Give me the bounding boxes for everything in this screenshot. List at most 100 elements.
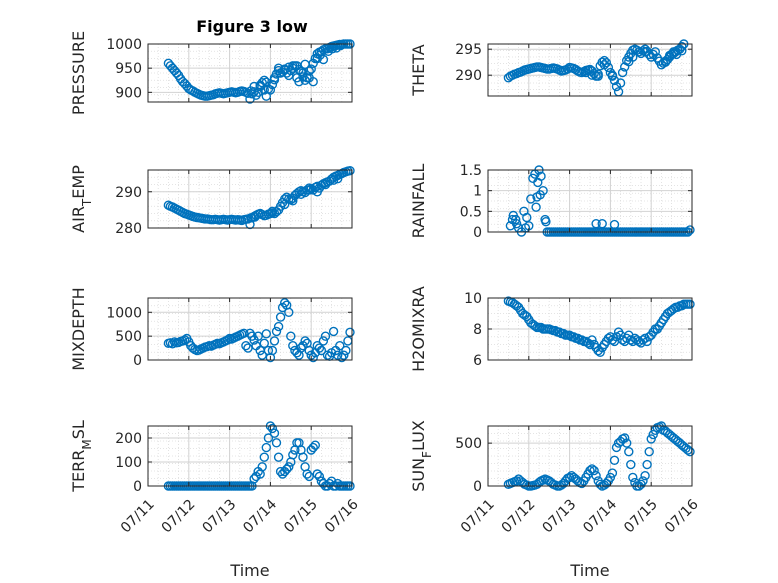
data-point — [273, 452, 284, 462]
data-point — [685, 299, 695, 309]
data-point — [300, 59, 310, 70]
data-point — [587, 335, 597, 345]
y-axis-label: MIXDEPTH — [69, 287, 88, 370]
figure-title: Figure 3 low — [196, 17, 308, 36]
y-axis-label: SUNFLUX — [409, 420, 434, 492]
data-point — [288, 341, 298, 351]
data-point — [605, 472, 616, 483]
data-point — [587, 464, 597, 474]
data-point — [259, 85, 269, 95]
data-point — [271, 326, 282, 337]
data-point — [267, 345, 278, 356]
data-point — [302, 469, 312, 479]
data-point — [624, 447, 634, 457]
data-point — [269, 336, 280, 346]
data-point — [535, 190, 545, 200]
y-tick-label: 1000 — [106, 37, 142, 53]
data-point — [615, 78, 626, 88]
data-point — [308, 352, 318, 363]
x-tick-label: 07/14 — [580, 496, 620, 536]
data-point — [296, 343, 306, 353]
data-point — [318, 336, 329, 346]
data-point — [601, 58, 611, 68]
y-tick-label: 900 — [115, 85, 142, 101]
data-point — [269, 428, 280, 438]
data-point — [640, 471, 650, 481]
data-point — [241, 341, 251, 351]
data-point — [607, 468, 618, 478]
data-point — [609, 75, 620, 86]
axes-box — [147, 43, 353, 103]
y-axis-label: PRESSURE — [69, 31, 88, 115]
data-point — [677, 41, 687, 52]
axes-box — [487, 169, 693, 233]
y-axis-label: TERRMSL — [69, 420, 94, 493]
panel-mixdepth: 0 500 1000 MIXDEPTH — [69, 287, 355, 371]
x-tick-label: 07/15 — [621, 496, 661, 536]
y-tick-label: 280 — [115, 221, 142, 237]
panel-theta: 290 295 THETA — [409, 39, 693, 97]
data-point — [308, 442, 318, 453]
data-point — [288, 61, 298, 71]
x-tick-label: 07/13 — [200, 496, 240, 536]
data-point — [650, 47, 660, 57]
data-point — [607, 70, 618, 80]
data-point — [288, 196, 298, 206]
data-point — [511, 214, 521, 225]
data-point — [531, 202, 541, 212]
data-point — [259, 452, 269, 462]
x-tick-label: 07/16 — [322, 496, 362, 536]
panel-rainfall: 0 0.5 1 1.5 RAINFALL — [409, 163, 695, 241]
data-point — [593, 71, 603, 81]
x-tick-label: 07/11 — [458, 496, 498, 536]
data-point — [609, 455, 620, 465]
data-point — [644, 447, 654, 457]
data-point — [595, 479, 605, 489]
data-point — [335, 341, 345, 351]
y-tick-label: 295 — [455, 42, 482, 58]
x-axis-label: Time — [569, 561, 609, 580]
data-point — [595, 347, 605, 357]
axes-box — [487, 43, 693, 97]
data-point — [257, 462, 267, 472]
data-point — [267, 423, 278, 434]
data-point — [261, 91, 271, 101]
data-point — [246, 213, 256, 223]
data-point — [648, 429, 658, 440]
y-tick-label: 100 — [115, 455, 142, 471]
data-point — [626, 459, 636, 470]
data-point — [620, 433, 630, 443]
x-tick-label: 07/12 — [159, 496, 199, 536]
x-tick-label: 07/16 — [662, 496, 702, 536]
data-point — [341, 345, 351, 356]
data-point — [541, 216, 551, 227]
data-point — [599, 60, 609, 70]
data-point — [298, 68, 308, 78]
data-point — [265, 85, 276, 95]
y-axis-label: AIRTEMP — [69, 165, 94, 233]
data-point — [263, 433, 274, 443]
data-point — [312, 469, 322, 479]
data-point — [597, 57, 607, 67]
y-tick-label: 290 — [455, 68, 482, 84]
y-tick-label: 1.5 — [460, 163, 482, 179]
x-tick-label: 07/11 — [118, 496, 158, 536]
data-point — [267, 206, 278, 217]
data-point — [261, 442, 271, 453]
data-point — [222, 335, 233, 345]
data-point — [677, 46, 687, 56]
data-point — [312, 187, 322, 197]
data-point — [335, 40, 346, 51]
data-point — [298, 452, 308, 462]
data-point — [640, 47, 650, 57]
y-tick-label: 10 — [464, 291, 482, 307]
data-point — [587, 70, 597, 80]
data-point — [306, 64, 316, 74]
data-point — [304, 66, 314, 76]
data-point — [275, 312, 286, 322]
data-point — [599, 55, 609, 66]
y-tick-label: 1000 — [106, 305, 142, 321]
data-point — [622, 438, 632, 448]
data-point — [333, 173, 343, 184]
data-point — [628, 472, 638, 483]
